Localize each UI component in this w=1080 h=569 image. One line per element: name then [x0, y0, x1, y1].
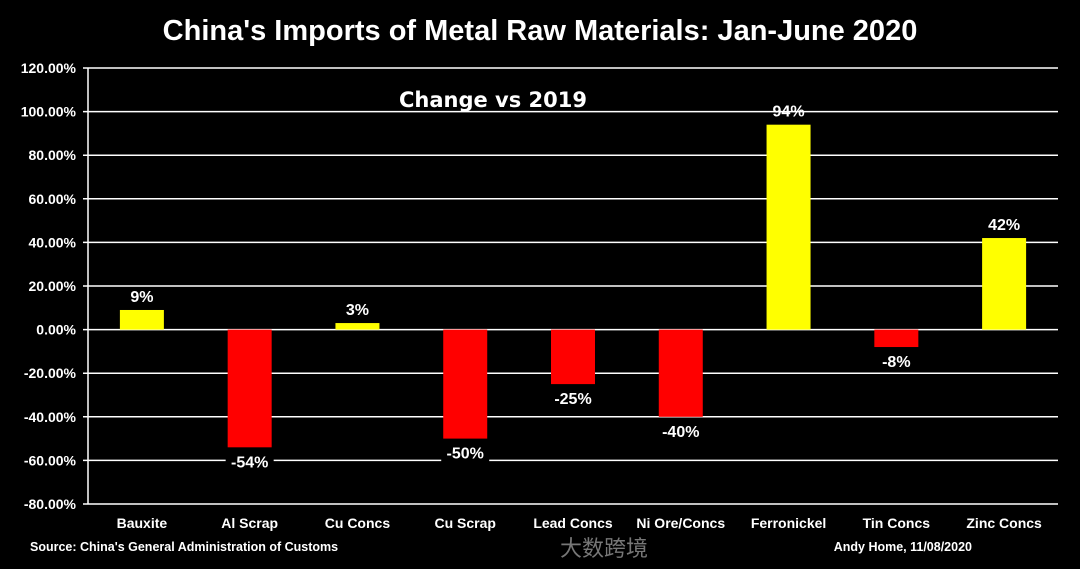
- data-label: 3%: [346, 302, 369, 319]
- data-label-bg: [441, 443, 490, 464]
- bar: [551, 329, 595, 385]
- bar: [335, 323, 380, 330]
- data-label: -50%: [447, 446, 484, 463]
- bar: [766, 124, 811, 330]
- y-tick-label: 100.00%: [21, 104, 77, 120]
- y-tick-label: 60.00%: [29, 191, 77, 207]
- x-tick-label: Ferronickel: [751, 515, 826, 531]
- data-label: 9%: [130, 289, 153, 306]
- x-tick-label: Al Scrap: [221, 515, 278, 531]
- data-label: -25%: [554, 391, 591, 408]
- bar: [227, 329, 272, 448]
- y-tick-label: -40.00%: [24, 409, 77, 425]
- x-tick-label: Ni Ore/Concs: [636, 515, 725, 531]
- data-label-bg: [656, 421, 705, 442]
- y-tick-label: 20.00%: [29, 278, 77, 294]
- y-tick-label: -60.00%: [24, 452, 77, 468]
- data-label: 94%: [773, 104, 805, 121]
- x-tick-label: Zinc Concs: [966, 515, 1042, 531]
- data-label-bg: [872, 352, 921, 373]
- bar: [982, 238, 1027, 330]
- data-label-bg: [549, 389, 597, 410]
- chart-subtitle: Change vs 2019: [399, 88, 587, 112]
- data-label-bg: [225, 452, 274, 473]
- bar: [874, 329, 919, 348]
- data-label: -8%: [882, 354, 910, 371]
- x-tick-label: Cu Scrap: [434, 515, 495, 531]
- y-tick-label: -80.00%: [24, 496, 77, 512]
- data-label: 42%: [988, 217, 1020, 234]
- x-tick-label: Cu Concs: [325, 515, 391, 531]
- credit-note: Andy Home, 11/08/2020: [834, 540, 972, 554]
- watermark: 大数跨境: [560, 536, 648, 561]
- bar: [658, 329, 703, 417]
- y-tick-label: 80.00%: [29, 147, 77, 163]
- y-tick-label: 0.00%: [36, 322, 76, 338]
- bar: [443, 329, 488, 439]
- y-tick-label: 40.00%: [29, 234, 77, 250]
- x-tick-label: Bauxite: [117, 515, 168, 531]
- y-tick-label: 120.00%: [21, 60, 77, 76]
- source-note: Source: China's General Administration o…: [30, 540, 338, 554]
- x-tick-label: Lead Concs: [533, 515, 613, 531]
- y-tick-label: -20.00%: [24, 365, 77, 381]
- chart-title: China's Imports of Metal Raw Materials: …: [163, 15, 918, 47]
- bar: [119, 309, 164, 330]
- data-label: -54%: [231, 454, 268, 471]
- data-label: -40%: [662, 424, 699, 441]
- x-tick-label: Tin Concs: [863, 515, 931, 531]
